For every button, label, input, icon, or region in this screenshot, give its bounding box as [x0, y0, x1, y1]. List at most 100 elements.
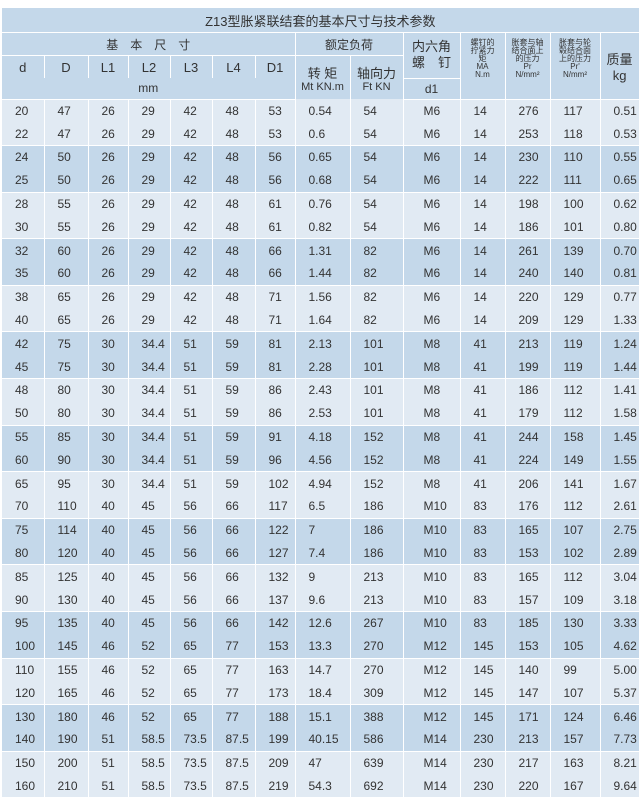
table-cell: 0.76 — [295, 192, 351, 216]
table-cell: 101 — [350, 355, 404, 380]
table-cell: 56 — [255, 168, 296, 193]
table-cell: 86 — [255, 378, 296, 402]
table-cell: M6 — [403, 145, 461, 169]
table-row: 24 50 26 29 42 48 56 0.65 54 M6 14 230 110 0.55 — [2, 145, 640, 169]
table-cell: 96 — [255, 448, 296, 473]
table-cell: 50 — [44, 168, 89, 193]
table-cell: 26 — [88, 192, 129, 216]
table-cell: 40 — [88, 495, 129, 519]
table-cell: 42 — [170, 215, 213, 240]
table-cell: 41 — [460, 448, 506, 473]
table-cell: 42 — [170, 285, 213, 309]
table-cell: 0.70 — [600, 238, 640, 263]
table-cell: 209 — [505, 308, 551, 333]
table-row: 28 55 26 29 42 48 61 0.76 54 M6 14 198 100 0.62 — [2, 192, 640, 216]
table-cell: 110 — [2, 658, 45, 682]
table-cell: 0.55 — [600, 145, 640, 169]
basic-dims-header: 基 本 尺 寸 — [2, 32, 296, 56]
table-cell: 22 — [2, 122, 45, 147]
table-cell: 65 — [44, 285, 89, 309]
table-cell: 65 — [170, 681, 213, 706]
table-cell: 110 — [550, 145, 601, 169]
table-row: 55 85 30 34.4 51 59 91 4.18 152 M8 41 244 158 1.45 — [2, 425, 640, 449]
table-cell: 56 — [170, 541, 213, 566]
table-cell: 7 — [295, 518, 351, 542]
table-cell: 29 — [128, 99, 171, 123]
table-cell: 38 — [2, 285, 45, 309]
table-cell: 48 — [212, 192, 256, 216]
table-cell: 70 — [2, 495, 45, 519]
table-row: 95 135 40 45 56 66 142 12.6 267 M10 83 185 130 3.33 — [2, 611, 640, 635]
table-cell: 188 — [255, 704, 296, 729]
table-cell: 13.3 — [295, 634, 351, 659]
table-cell: 112 — [550, 378, 601, 402]
table-cell: 163 — [550, 751, 601, 775]
table-cell: M10 — [403, 564, 461, 589]
table-cell: 35 — [2, 262, 45, 286]
table-cell: 48 — [212, 238, 256, 263]
table-cell: M10 — [403, 518, 461, 542]
table-cell: 41 — [460, 425, 506, 449]
table-cell: 91 — [255, 425, 296, 449]
table-cell: 34.4 — [128, 425, 171, 449]
table-cell: 59 — [212, 448, 256, 473]
table-cell: 119 — [550, 355, 601, 380]
table-cell: 42 — [170, 238, 213, 263]
table-cell: 55 — [2, 425, 45, 449]
table-cell: 230 — [460, 751, 506, 775]
table-cell: 152 — [350, 471, 404, 496]
table-cell: 4.62 — [600, 634, 640, 659]
table-cell: 140 — [2, 728, 45, 752]
table-cell: 12.6 — [295, 611, 351, 635]
table-cell: 40.15 — [295, 728, 351, 752]
table-cell: 230 — [460, 774, 506, 798]
table-cell: 101 — [350, 378, 404, 402]
table-cell: 1.44 — [600, 355, 640, 380]
table-cell: 26 — [88, 215, 129, 240]
table-cell: 165 — [505, 564, 551, 589]
table-cell: 58.5 — [128, 751, 171, 775]
table-cell: 34.4 — [128, 401, 171, 426]
table-cell: 14 — [460, 168, 506, 193]
table-cell: 29 — [128, 168, 171, 193]
table-cell: 6.46 — [600, 704, 640, 729]
table-cell: 173 — [255, 681, 296, 706]
table-cell: 0.81 — [600, 262, 640, 286]
table-cell: 77 — [212, 681, 256, 706]
table-cell: 52 — [128, 681, 171, 706]
table-cell: 2.28 — [295, 355, 351, 380]
table-cell: 54 — [350, 192, 404, 216]
table-cell: 130 — [550, 611, 601, 635]
table-cell: 135 — [44, 611, 89, 635]
table-cell: M6 — [403, 262, 461, 286]
table-cell: 111 — [550, 168, 601, 193]
table-cell: 50 — [44, 145, 89, 169]
table-cell: 73.5 — [170, 728, 213, 752]
table-cell: 83 — [460, 564, 506, 589]
table-cell: 276 — [505, 99, 551, 123]
table-cell: 54 — [350, 145, 404, 169]
table-cell: 5.37 — [600, 681, 640, 706]
table-cell: 29 — [128, 262, 171, 286]
table-cell: 46 — [88, 681, 129, 706]
table-cell: 26 — [88, 99, 129, 123]
table-cell: 199 — [255, 728, 296, 752]
table-cell: 222 — [505, 168, 551, 193]
table-cell: 0.6 — [295, 122, 351, 147]
table-cell: 230 — [505, 145, 551, 169]
table-cell: 30 — [88, 331, 129, 356]
col-L4: L4 — [212, 55, 256, 78]
table-cell: 30 — [88, 448, 129, 473]
table-cell: 83 — [460, 541, 506, 566]
table-cell: 124 — [550, 704, 601, 729]
table-cell: 48 — [212, 145, 256, 169]
table-cell: 14 — [460, 192, 506, 216]
table-cell: 46 — [88, 704, 129, 729]
table-cell: 117 — [255, 495, 296, 519]
table-cell: 122 — [255, 518, 296, 542]
table-cell: 3.33 — [600, 611, 640, 635]
table-cell: 4.18 — [295, 425, 351, 449]
table-row: 65 95 30 34.4 51 59 102 4.94 152 M8 41 206 141 1.67 — [2, 471, 640, 496]
table-cell: 186 — [505, 215, 551, 240]
table-cell: 42 — [170, 168, 213, 193]
